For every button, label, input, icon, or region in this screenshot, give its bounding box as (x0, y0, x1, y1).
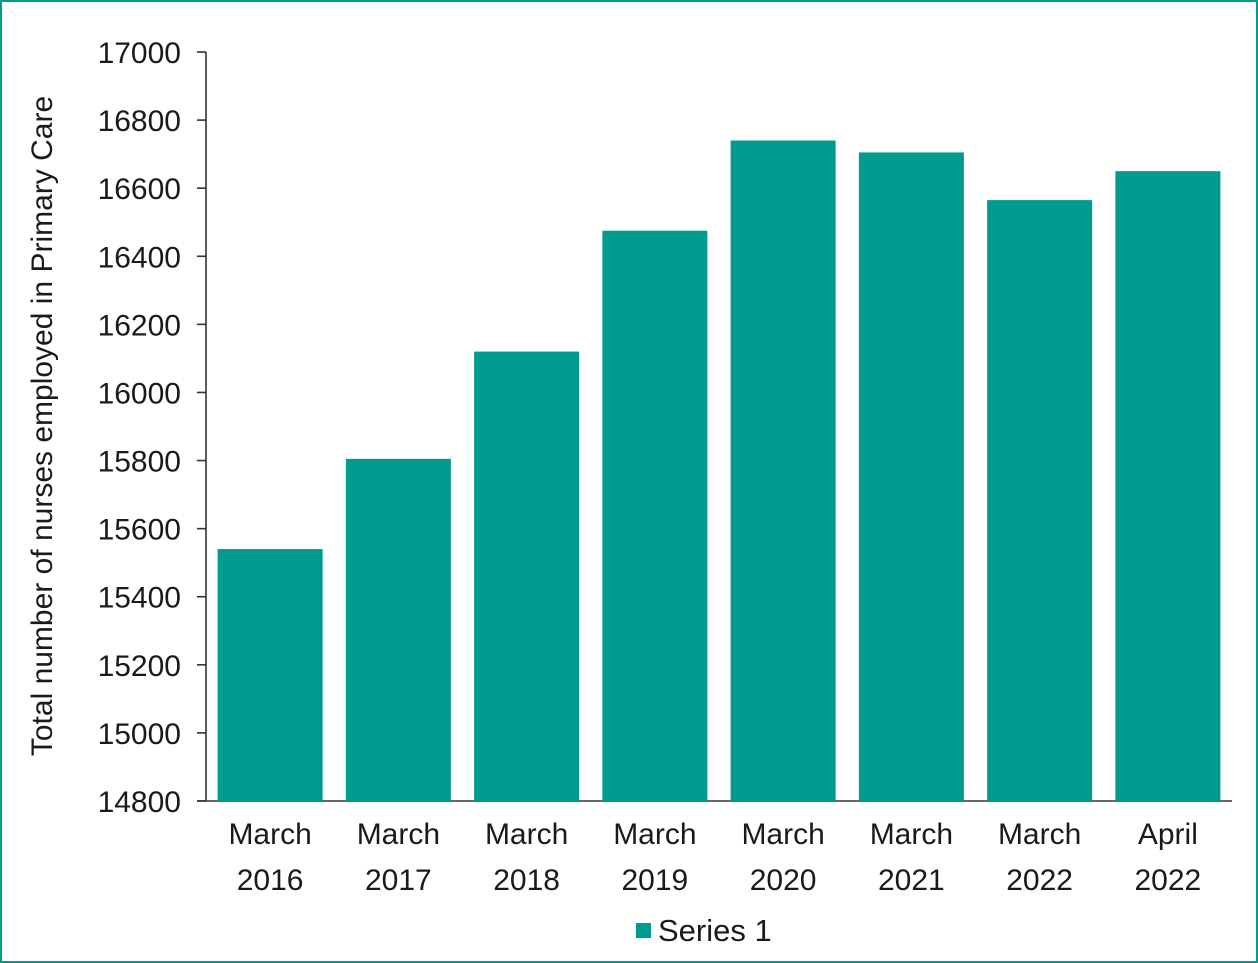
y-tick-label: 16400 (98, 241, 181, 274)
bars (217, 140, 1221, 802)
category-labels: March 2016 March 2017 March 2018 March 2019 Marc… (228, 818, 1201, 897)
x-tick-label-line2: 2018 (493, 864, 560, 897)
x-tick-label-line2: 2019 (622, 864, 689, 897)
x-tick-label-line1: March (485, 818, 568, 851)
x-tick-label-line2: 2021 (878, 864, 945, 897)
bar (217, 549, 323, 801)
y-tick-label: 15800 (98, 446, 181, 479)
y-axis-title: Total number of nurses employed in Prima… (26, 96, 59, 756)
bar (345, 458, 451, 801)
y-tick-label: 15600 (98, 514, 181, 547)
bar (602, 230, 708, 801)
x-tick-label-line2: 2017 (365, 864, 432, 897)
y-tick-label: 16000 (98, 377, 181, 410)
x-tick-label-line2: 2016 (237, 864, 304, 897)
bar (858, 152, 964, 802)
y-axis: 14800 15000 15200 15400 15600 15800 16000 16200… (98, 37, 207, 819)
x-tick-label-line2: 2022 (1006, 864, 1073, 897)
x-tick-label-line1: March (870, 818, 953, 851)
x-tick-label-line1: March (228, 818, 311, 851)
bar (474, 351, 580, 801)
x-tick-label-line1: March (613, 818, 696, 851)
bar (1115, 171, 1221, 802)
y-tick-label: 14800 (98, 786, 181, 819)
x-tick-label-line1: March (741, 818, 824, 851)
x-tick-label-line1: March (998, 818, 1081, 851)
legend-swatch (636, 923, 651, 938)
y-tick-label: 16600 (98, 173, 181, 206)
x-tick-label-line2: 2022 (1135, 864, 1202, 897)
y-tick-label: 17000 (98, 37, 181, 70)
x-tick-label-line2: 2020 (750, 864, 817, 897)
y-tick-label: 16200 (98, 309, 181, 342)
legend-label: Series 1 (658, 913, 772, 948)
x-tick-label-line1: March (357, 818, 440, 851)
y-tick-label: 15400 (98, 582, 181, 615)
legend: Series 1 (636, 913, 772, 948)
bar (730, 140, 836, 801)
x-tick-label-line1: April (1138, 818, 1198, 851)
bar (987, 200, 1093, 802)
y-tick-label: 15200 (98, 650, 181, 683)
y-tick-label: 16800 (98, 105, 181, 138)
y-tick-label: 15000 (98, 718, 181, 751)
